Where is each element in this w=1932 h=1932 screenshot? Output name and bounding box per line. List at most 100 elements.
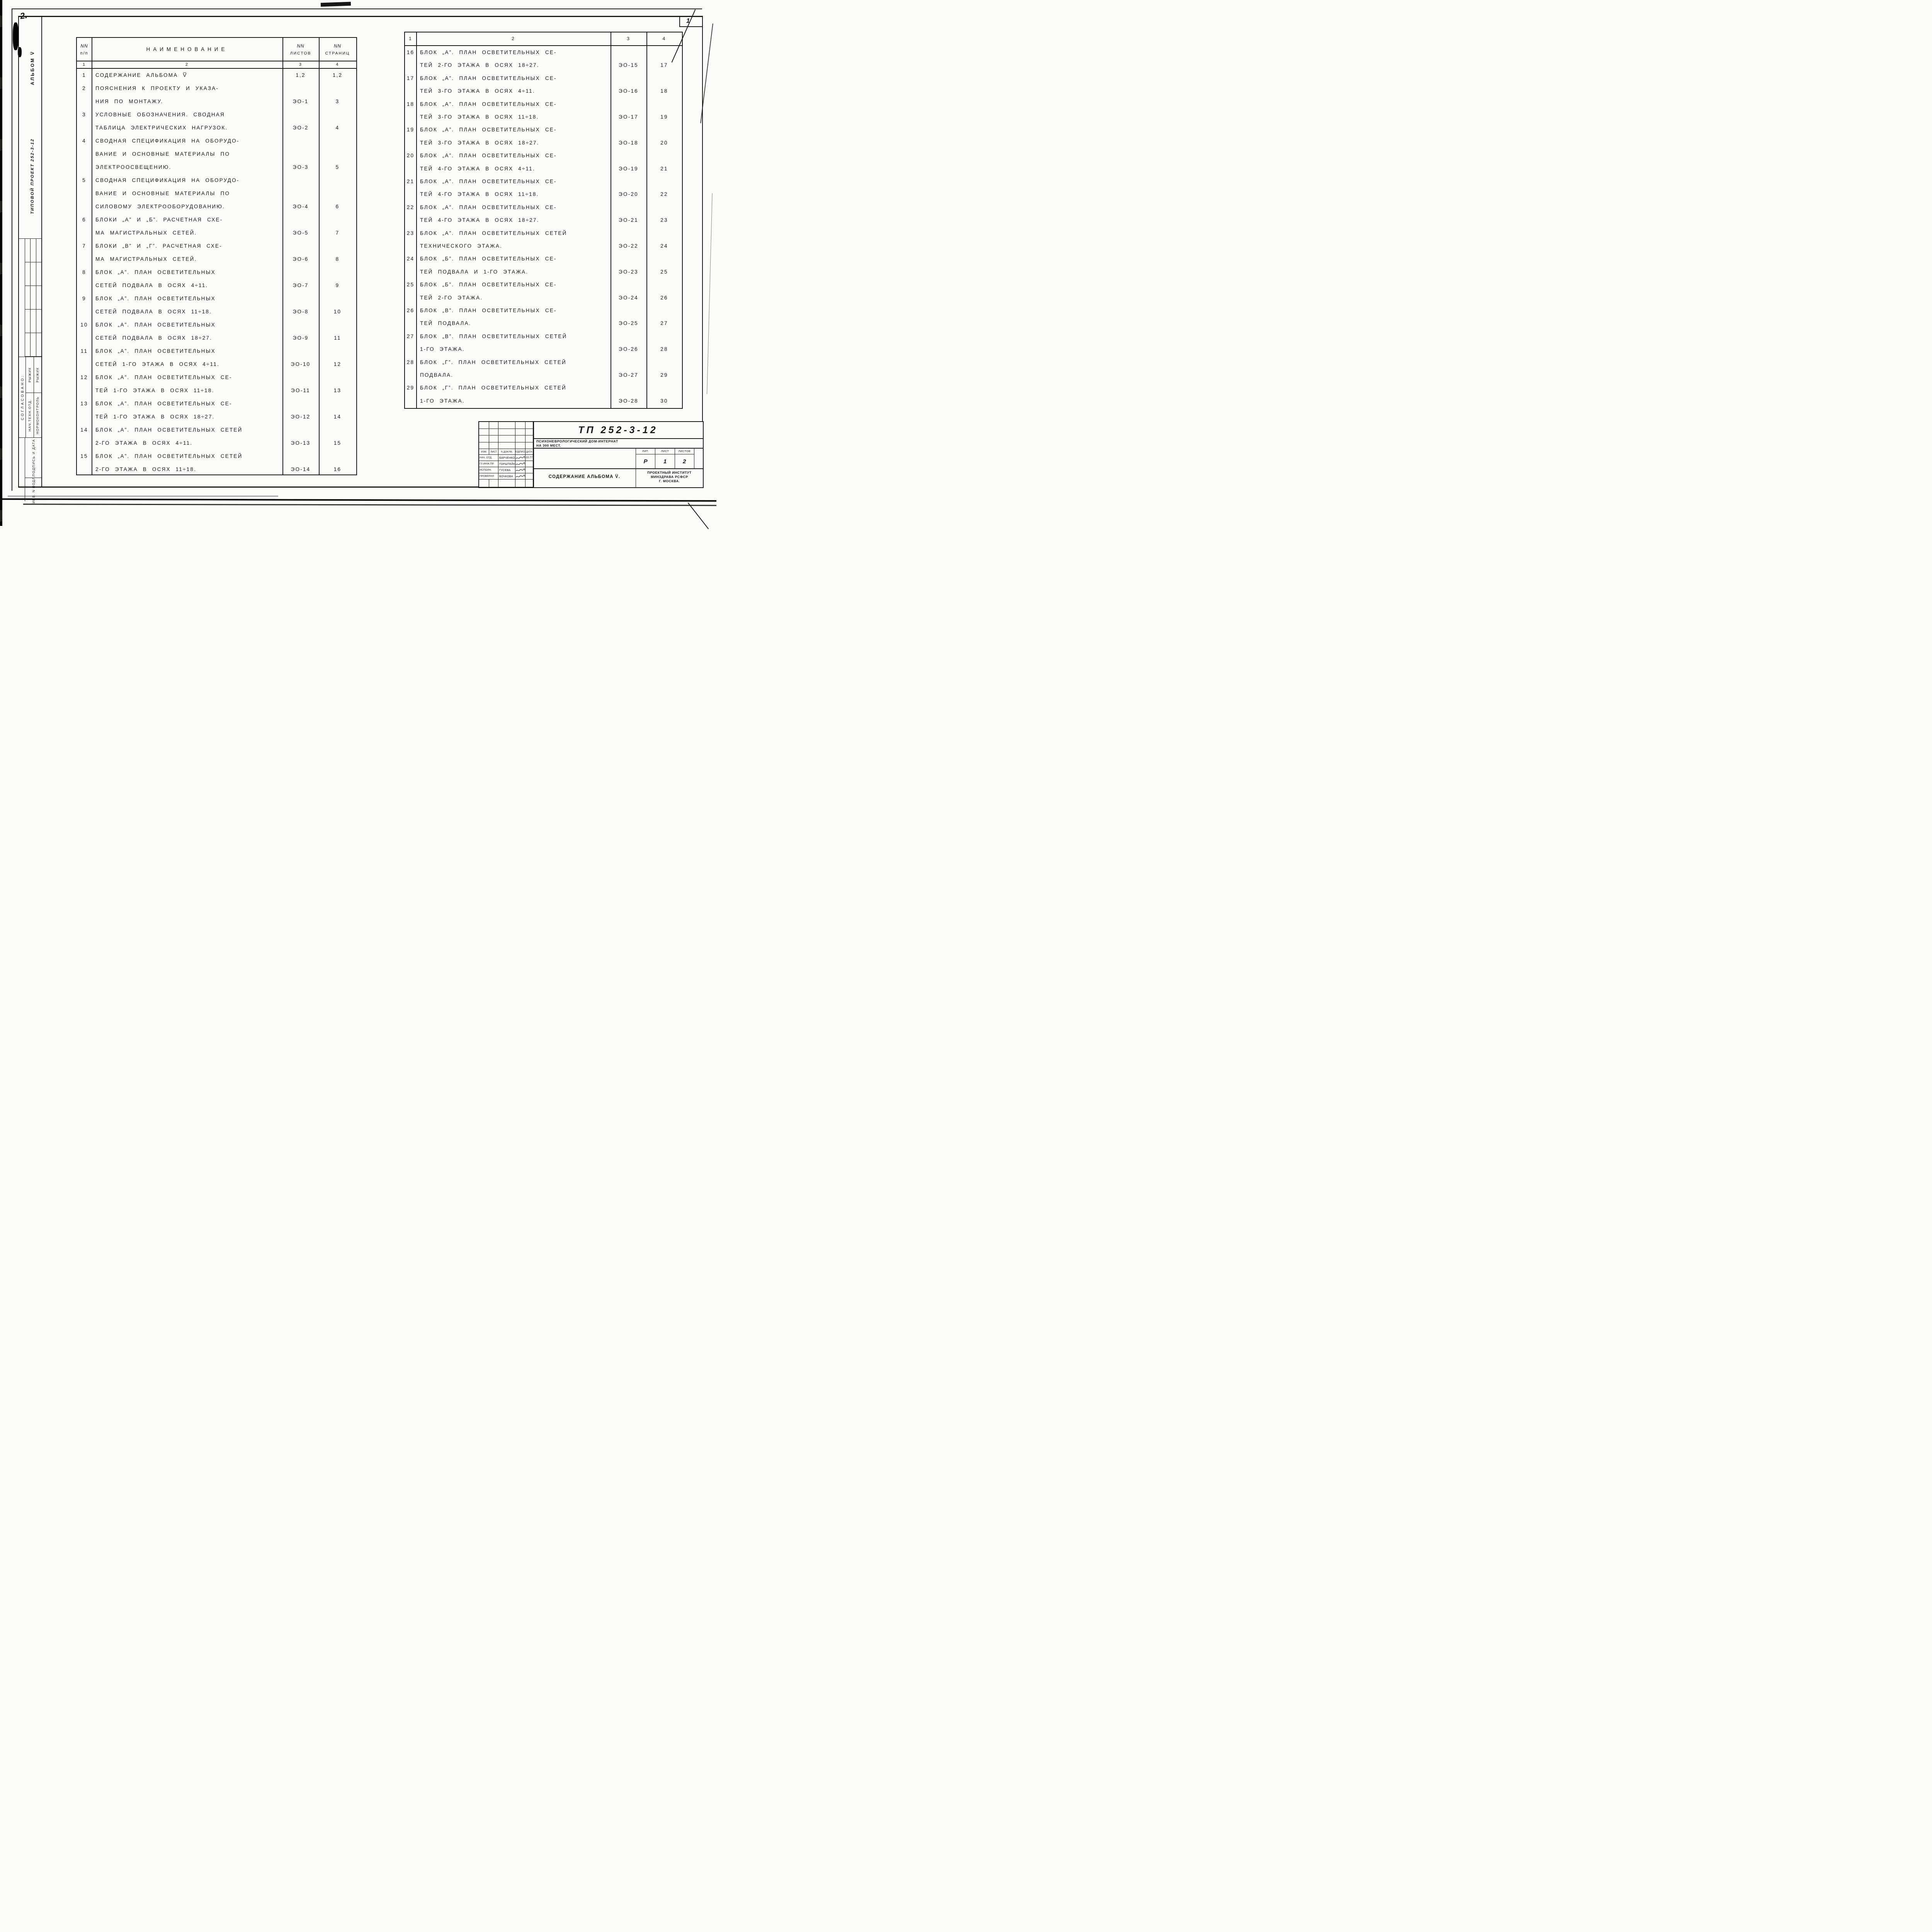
- entry-number: 11: [80, 348, 88, 354]
- entry-title-line: ТЕЙ 2-ГО ЭТАЖА В ОСЯХ 18÷27.: [420, 62, 539, 68]
- toc-row: 10 БЛОК „А”. ПЛАН ОСВЕТИТЕЛЬНЫХ СЕТЕЙ ПОДВ…: [77, 318, 356, 345]
- entry-number: 8: [82, 269, 86, 275]
- entry-title: БЛОК „А”. ПЛАН ОСВЕТИТЕЛЬНЫХ СЕ- ТЕЙ 1-ГО…: [92, 397, 282, 423]
- revision-header: ЛИСТ: [489, 449, 498, 455]
- entry-title: УСЛОВНЫЕ ОБОЗНАЧЕНИЯ. СВОДНАЯ ТАБЛИЦА ЭЛЕ…: [92, 108, 282, 134]
- toc-row: 1 СОДЕРЖАНИЕ АЛЬБОМА V̅ 1,2 1,2: [77, 69, 356, 82]
- empty-cell: [489, 480, 498, 487]
- entry-sheet-number: ЭО-21: [619, 217, 638, 223]
- sheet-page-number: 1: [686, 17, 690, 24]
- entry-title-line: ТЕЙ 1-ГО ЭТАЖА В ОСЯХ 18÷27.: [95, 414, 215, 420]
- toc-row: 20 БЛОК „А”. ПЛАН ОСВЕТИТЕЛЬНЫХ СЕ- ТЕЙ 4-…: [405, 149, 682, 175]
- toc-right-column-numbers: 1 2 3 4: [405, 32, 682, 46]
- scan-noise-streak: [8, 496, 278, 497]
- entry-number: 27: [406, 333, 415, 339]
- toc-row: 14 БЛОК „А”. ПЛАН ОСВЕТИТЕЛЬНЫХ СЕТЕЙ 2-ГО…: [77, 423, 356, 450]
- lit-header: ЛИСТ: [655, 449, 675, 454]
- toc-row: 17 БЛОК „А”. ПЛАН ОСВЕТИТЕЛЬНЫХ СЕ- ТЕЙ 3-…: [405, 72, 682, 98]
- frame-top: [18, 16, 703, 17]
- lit-table: ЛИТ. ЛИСТ ЛИСТОВ Р 1 2: [636, 449, 694, 468]
- entry-title-line: ТЕЙ 1-ГО ЭТАЖА В ОСЯХ 11÷18.: [95, 388, 214, 393]
- project-label: ТИПОВОЙ ПРОЕКТ 252-3-12: [30, 138, 35, 214]
- entry-number: 9: [82, 296, 86, 301]
- entry-sheet-number: ЭО-5: [293, 230, 309, 236]
- toc-row: 27 БЛОК „В”. ПЛАН ОСВЕТИТЕЛЬНЫХ СЕТЕЙ 1-ГО…: [405, 330, 682, 356]
- entry-title-line: ТЕЙ ПОДВАЛА И 1-ГО ЭТАЖА.: [420, 269, 529, 275]
- toc-row: 12 БЛОК „А”. ПЛАН ОСВЕТИТЕЛЬНЫХ СЕ- ТЕЙ 1-…: [77, 371, 356, 397]
- toc-row: 26 БЛОК „В”. ПЛАН ОСВЕТИТЕЛЬНЫХ СЕ- ТЕЙ ПО…: [405, 304, 682, 330]
- toc-row: 3 УСЛОВНЫЕ ОБОЗНАЧЕНИЯ. СВОДНАЯ ТАБЛИЦА ЭЛ…: [77, 108, 356, 134]
- signature-date: [526, 473, 533, 480]
- approval-role-cell: НОРМОКОНТРОЛЬ: [34, 393, 42, 437]
- entry-sheet-number: ЭО-13: [291, 440, 311, 446]
- entry-page-number: 17: [660, 62, 668, 68]
- entry-sheet-number: ЭО-6: [293, 256, 309, 262]
- sheet-title: СОДЕРЖАНИЕ АЛЬБОМА V̅.: [533, 466, 636, 487]
- approval-entry: РЫЖИК НОРМОКОНТРОЛЬ: [33, 357, 42, 437]
- entry-number: 18: [406, 101, 415, 107]
- signatory-role: ГЛ.ИНЖ.ПР.: [479, 461, 498, 467]
- entry-title-line: БЛОК „А”. ПЛАН ОСВЕТИТЕЛЬНЫХ: [95, 322, 216, 328]
- approval-role: НОРМОКОНТРОЛЬ: [36, 396, 40, 434]
- entry-title-line: ТЕХНИЧЕСКОГО ЭТАЖА.: [420, 243, 503, 249]
- entry-page-number: 29: [660, 372, 668, 378]
- toc-row: 15 БЛОК „А”. ПЛАН ОСВЕТИТЕЛЬНЫХ СЕТЕЙ 2-ГО…: [77, 450, 356, 476]
- empty-cell: [498, 480, 515, 487]
- entry-page-number: 27: [660, 320, 668, 327]
- entry-title-line: БЛОК „А”. ПЛАН ОСВЕТИТЕЛЬНЫХ СЕ-: [420, 204, 557, 210]
- entry-title-line: 2-ГО ЭТАЖА В ОСЯХ 4÷11.: [95, 440, 193, 446]
- entry-title: БЛОК „А”. ПЛАН ОСВЕТИТЕЛЬНЫХ СЕТЕЙ ПОДВАЛ…: [92, 266, 282, 292]
- approval-entry: РЫЖИК НАЧ.ТЕХН.ОТД.: [26, 357, 34, 437]
- signature: [515, 468, 525, 471]
- entry-title: БЛОК „В”. ПЛАН ОСВЕТИТЕЛЬНЫХ СЕ- ТЕЙ ПОДВ…: [416, 304, 611, 330]
- approval-name: РЫЖИК: [27, 367, 32, 383]
- entry-title-line: БЛОК „Б”. ПЛАН ОСВЕТИТЕЛЬНЫХ СЕ-: [420, 282, 557, 288]
- empty-cell: [498, 442, 515, 449]
- entry-page-number: 26: [660, 294, 668, 301]
- entry-title-line: БЛОК „А”. ПЛАН ОСВЕТИТЕЛЬНЫХ СЕ-: [420, 153, 557, 159]
- entry-sheet-number: ЭО-17: [619, 114, 638, 120]
- entry-number: 4: [82, 138, 86, 144]
- entry-page-number: 9: [335, 282, 340, 288]
- entry-number: 7: [82, 243, 86, 249]
- entry-page-number: 24: [660, 243, 668, 249]
- agreed-label: СОГЛАСОВАНО:: [20, 374, 24, 420]
- entry-number: 23: [406, 230, 415, 236]
- toc-row: 9 БЛОК „А”. ПЛАН ОСВЕТИТЕЛЬНЫХ СЕТЕЙ ПОДВА…: [77, 292, 356, 318]
- entry-number: 6: [82, 217, 86, 223]
- signature: [515, 462, 525, 465]
- entry-sheet-number: ЭО-3: [293, 164, 309, 170]
- entry-title-line: БЛОК „А”. ПЛАН ОСВЕТИТЕЛЬНЫХ СЕ-: [420, 178, 557, 184]
- scan-blotch: [13, 22, 19, 50]
- entry-title-line: МА МАГИСТРАЛЬНЫХ СЕТЕЙ.: [95, 256, 197, 262]
- signatory-role: ИСПОЛН.: [479, 467, 498, 473]
- entry-sheet-number: ЭО-28: [619, 398, 638, 404]
- toc-row: 8 БЛОК „А”. ПЛАН ОСВЕТИТЕЛЬНЫХ СЕТЕЙ ПОДВА…: [77, 266, 356, 292]
- empty-cell: [498, 435, 515, 442]
- entry-page-number: 1,2: [332, 72, 343, 78]
- entry-sheet-number: ЭО-8: [293, 309, 309, 315]
- signatory-name: БАРЧЕНКОВ: [498, 455, 515, 461]
- empty-cell: [479, 480, 489, 487]
- entry-number: 29: [406, 385, 415, 391]
- toc-row: 29 БЛОК „Г”. ПЛАН ОСВЕТИТЕЛЬНЫХ СЕТЕЙ 1-ГО…: [405, 381, 682, 407]
- entry-sheet-number: ЭО-18: [619, 139, 638, 146]
- entry-title: БЛОКИ „В” И „Г”. РАСЧЕТНАЯ СХЕ- МА МАГИСТ…: [92, 240, 282, 266]
- empty-cell: [526, 422, 533, 429]
- entry-title-line: БЛОК „Б”. ПЛАН ОСВЕТИТЕЛЬНЫХ СЕ-: [420, 256, 557, 262]
- entry-sheet-number: 1,2: [296, 72, 306, 78]
- toc-row: 21 БЛОК „А”. ПЛАН ОСВЕТИТЕЛЬНЫХ СЕ- ТЕЙ 4-…: [405, 175, 682, 201]
- entry-sheet-number: ЭО-1: [293, 99, 309, 104]
- entry-page-number: 8: [335, 256, 340, 262]
- entry-title-line: БЛОК „А”. ПЛАН ОСВЕТИТЕЛЬНЫХ СЕ-: [95, 401, 232, 406]
- entry-title-line: ТАБЛИЦА ЭЛЕКТРИЧЕСКИХ НАГРУЗОК.: [95, 125, 228, 131]
- signature-date: [526, 461, 533, 467]
- entry-title: БЛОК „А”. ПЛАН ОСВЕТИТЕЛЬНЫХ СЕТЕЙ ТЕХНИЧ…: [416, 227, 611, 253]
- signatory-name: БОЧКОВА: [498, 473, 515, 480]
- sidebar-signature-date-cell: ПОДПИСЬ И ДАТА: [25, 438, 42, 478]
- toc-row: 11 БЛОК „А”. ПЛАН ОСВЕТИТЕЛЬНЫХ СЕТЕЙ 1-ГО…: [77, 345, 356, 371]
- entry-number: 2: [82, 85, 86, 91]
- entry-title-line: СВОДНАЯ СПЕЦИФИКАЦИЯ НА ОБОРУДО-: [95, 138, 240, 144]
- entry-title-line: МА МАГИСТРАЛЬНЫХ СЕТЕЙ.: [95, 230, 197, 236]
- entry-number: 15: [80, 453, 88, 459]
